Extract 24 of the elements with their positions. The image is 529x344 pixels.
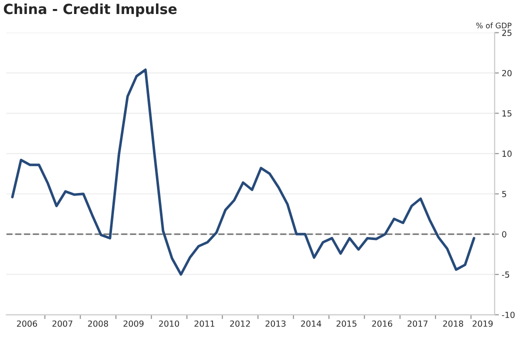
y-tick-label: 20 — [502, 70, 512, 76]
x-tick-label: 2016 — [372, 320, 392, 327]
x-tick-label: 2006 — [16, 320, 38, 327]
chart-title: China - Credit Impulse — [4, 3, 177, 17]
x-tick-label: 2010 — [159, 320, 180, 327]
x-tick-label: 2012 — [230, 320, 250, 327]
y-tick-label: 25 — [502, 30, 512, 36]
y-tick-label: 0 — [502, 231, 506, 238]
x-tick-label: 2018 — [443, 320, 464, 327]
x-tick-label: 2007 — [52, 320, 72, 327]
y-tick-label: -5 — [502, 272, 510, 278]
x-tick-label: 2014 — [301, 320, 322, 327]
x-tick-label: 2015 — [336, 320, 356, 327]
y-tick-label: -10 — [502, 312, 515, 318]
x-tick-label: 2009 — [124, 320, 144, 327]
x-tick-label: 2008 — [88, 320, 108, 327]
y-tick-label: 15 — [502, 110, 512, 117]
y-tick-label: 10 — [502, 150, 512, 157]
x-tick-label: 2011 — [194, 320, 214, 327]
x-tick-label: 2017 — [408, 320, 428, 327]
x-tick-label: 2019 — [472, 320, 493, 327]
x-tick-label: 2013 — [266, 320, 286, 327]
line-series — [11, 68, 476, 276]
y-tick-label: 5 — [502, 190, 506, 198]
